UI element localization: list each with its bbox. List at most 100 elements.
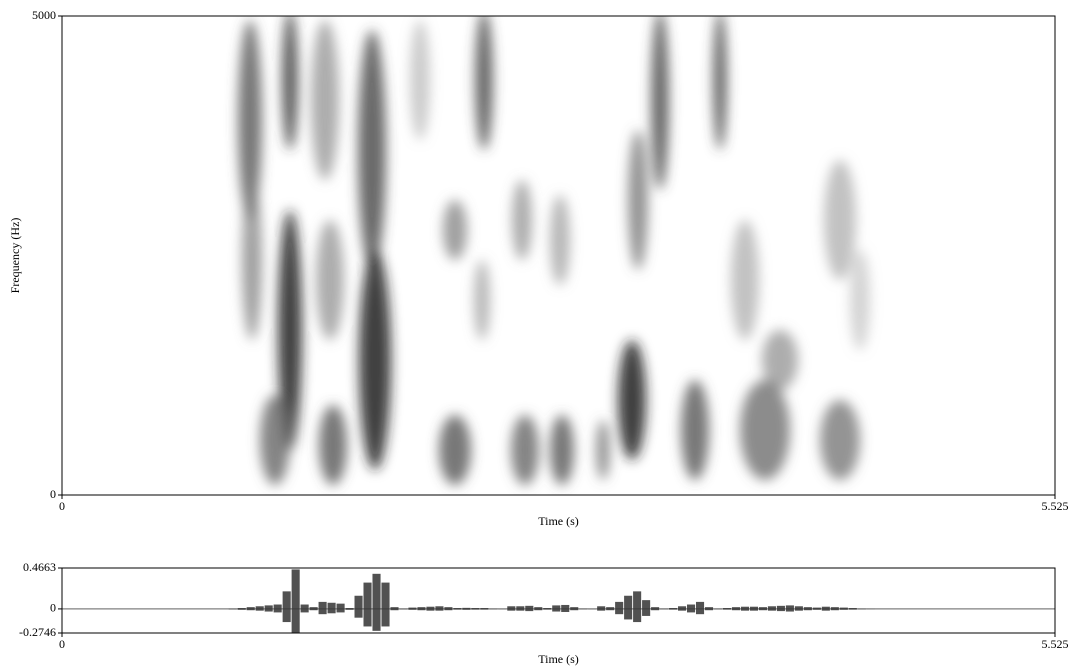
amplitude-bar <box>704 608 714 611</box>
amplitude-bar <box>471 608 480 609</box>
amplitude-bar <box>300 604 309 609</box>
x-tick-label: 0 <box>59 499 65 513</box>
amplitude-bar <box>237 608 246 609</box>
amplitude-bar <box>731 607 741 609</box>
amplitude-bar <box>525 605 534 609</box>
amplitude-bar <box>776 605 785 609</box>
amplitude-bar <box>624 608 633 620</box>
amplitude-bar <box>687 604 696 609</box>
amplitude-bar <box>543 608 552 609</box>
amplitude-bar <box>615 608 624 615</box>
amplitude-bar <box>273 608 282 613</box>
amplitude-bar <box>300 608 309 613</box>
amplitude-bar <box>408 607 417 609</box>
amplitude-bar <box>291 608 300 633</box>
amplitude-bar <box>830 607 839 609</box>
amplitude-bar <box>462 607 471 609</box>
amplitude-bar <box>480 608 489 610</box>
amplitude-bar <box>246 607 255 609</box>
amplitude-bar <box>381 582 390 609</box>
amplitude-bar <box>767 606 776 609</box>
amplitude-bar <box>615 601 624 609</box>
amplitude-bar <box>327 602 336 609</box>
amplitude-bar <box>785 608 794 612</box>
amplitude-bar <box>758 607 767 609</box>
amplitude-bar <box>633 608 642 623</box>
amplitude-bar <box>642 600 651 609</box>
amplitude-bar <box>309 608 318 611</box>
amplitude-bar <box>642 608 651 616</box>
amplitude-bar <box>237 608 246 610</box>
amplitude-bar <box>839 608 848 610</box>
amplitude-bar <box>372 573 381 609</box>
amplitude-bar <box>516 608 525 611</box>
amplitude-bar <box>444 607 453 609</box>
amplitude-bar <box>336 603 345 609</box>
amplitude-bar <box>471 608 480 610</box>
x-tick-label: 5.525 <box>1042 499 1069 513</box>
amplitude-bar <box>561 608 570 612</box>
amplitude-bar <box>255 606 264 609</box>
amplitude-bar <box>597 606 606 609</box>
amplitude-bar <box>803 607 812 609</box>
amplitude-bar <box>363 608 372 627</box>
amplitude-bar <box>731 608 741 611</box>
amplitude-bar <box>821 606 830 609</box>
amplitude-bar <box>291 569 300 609</box>
y-tick-label: -0.2746 <box>19 625 56 639</box>
amplitude-bar <box>830 608 839 611</box>
amplitude-bar <box>417 608 426 611</box>
amplitude-bar <box>345 608 354 609</box>
amplitude-bar <box>426 608 435 611</box>
amplitude-bar <box>570 607 579 609</box>
amplitude-bar <box>255 608 264 611</box>
amplitude-bar <box>570 608 579 611</box>
amplitude-bar <box>372 608 381 631</box>
amplitude-bar <box>794 606 803 609</box>
amplitude-bar <box>408 608 417 610</box>
amplitude-bar <box>309 607 318 609</box>
amplitude-bar <box>597 608 606 611</box>
amplitude-bar <box>507 608 516 611</box>
amplitude-bar <box>354 595 363 609</box>
amplitude-bar <box>722 608 732 610</box>
y-axis-label: Frequency (Hz) <box>8 218 22 294</box>
x-axis-label: Time (s) <box>538 514 579 528</box>
spectrogram-image <box>238 16 870 485</box>
amplitude-bar <box>651 608 660 611</box>
x-axis-label: Time (s) <box>538 652 579 666</box>
amplitude-bar <box>848 608 857 609</box>
amplitude-bar <box>543 608 552 610</box>
amplitude-bar <box>606 608 615 611</box>
amplitude-bar <box>678 606 687 609</box>
amplitude-bar <box>282 608 291 623</box>
amplitude-bar <box>507 606 516 609</box>
y-tick-label: 0 <box>50 487 56 501</box>
amplitude-bar <box>839 607 848 609</box>
amplitude-bar <box>462 608 471 610</box>
amplitude-bar <box>534 608 543 611</box>
amplitude-bar <box>264 608 273 612</box>
amplitude-bar <box>525 608 534 612</box>
x-tick-label: 0 <box>59 637 65 651</box>
amplitude-bar <box>381 608 390 627</box>
amplitude-bar <box>435 608 444 611</box>
amplitude-bar <box>318 601 327 609</box>
amplitude-bar <box>426 606 435 609</box>
amplitude-bar <box>758 608 767 611</box>
amplitude-bar <box>848 608 857 610</box>
amplitude-bar <box>336 608 345 613</box>
amplitude-bar <box>669 608 678 609</box>
amplitude-bar <box>417 607 426 609</box>
amplitude-bar <box>282 591 291 609</box>
amplitude-bar <box>390 608 399 611</box>
amplitude-bar <box>794 608 803 611</box>
amplitude-bar <box>669 608 678 610</box>
amplitude-bar <box>695 608 705 615</box>
amplitude-bar <box>534 607 543 609</box>
amplitude-bar <box>776 608 785 612</box>
amplitude-bar <box>480 608 489 609</box>
amplitude-bar <box>785 605 794 609</box>
amplitude-bar <box>606 607 615 609</box>
